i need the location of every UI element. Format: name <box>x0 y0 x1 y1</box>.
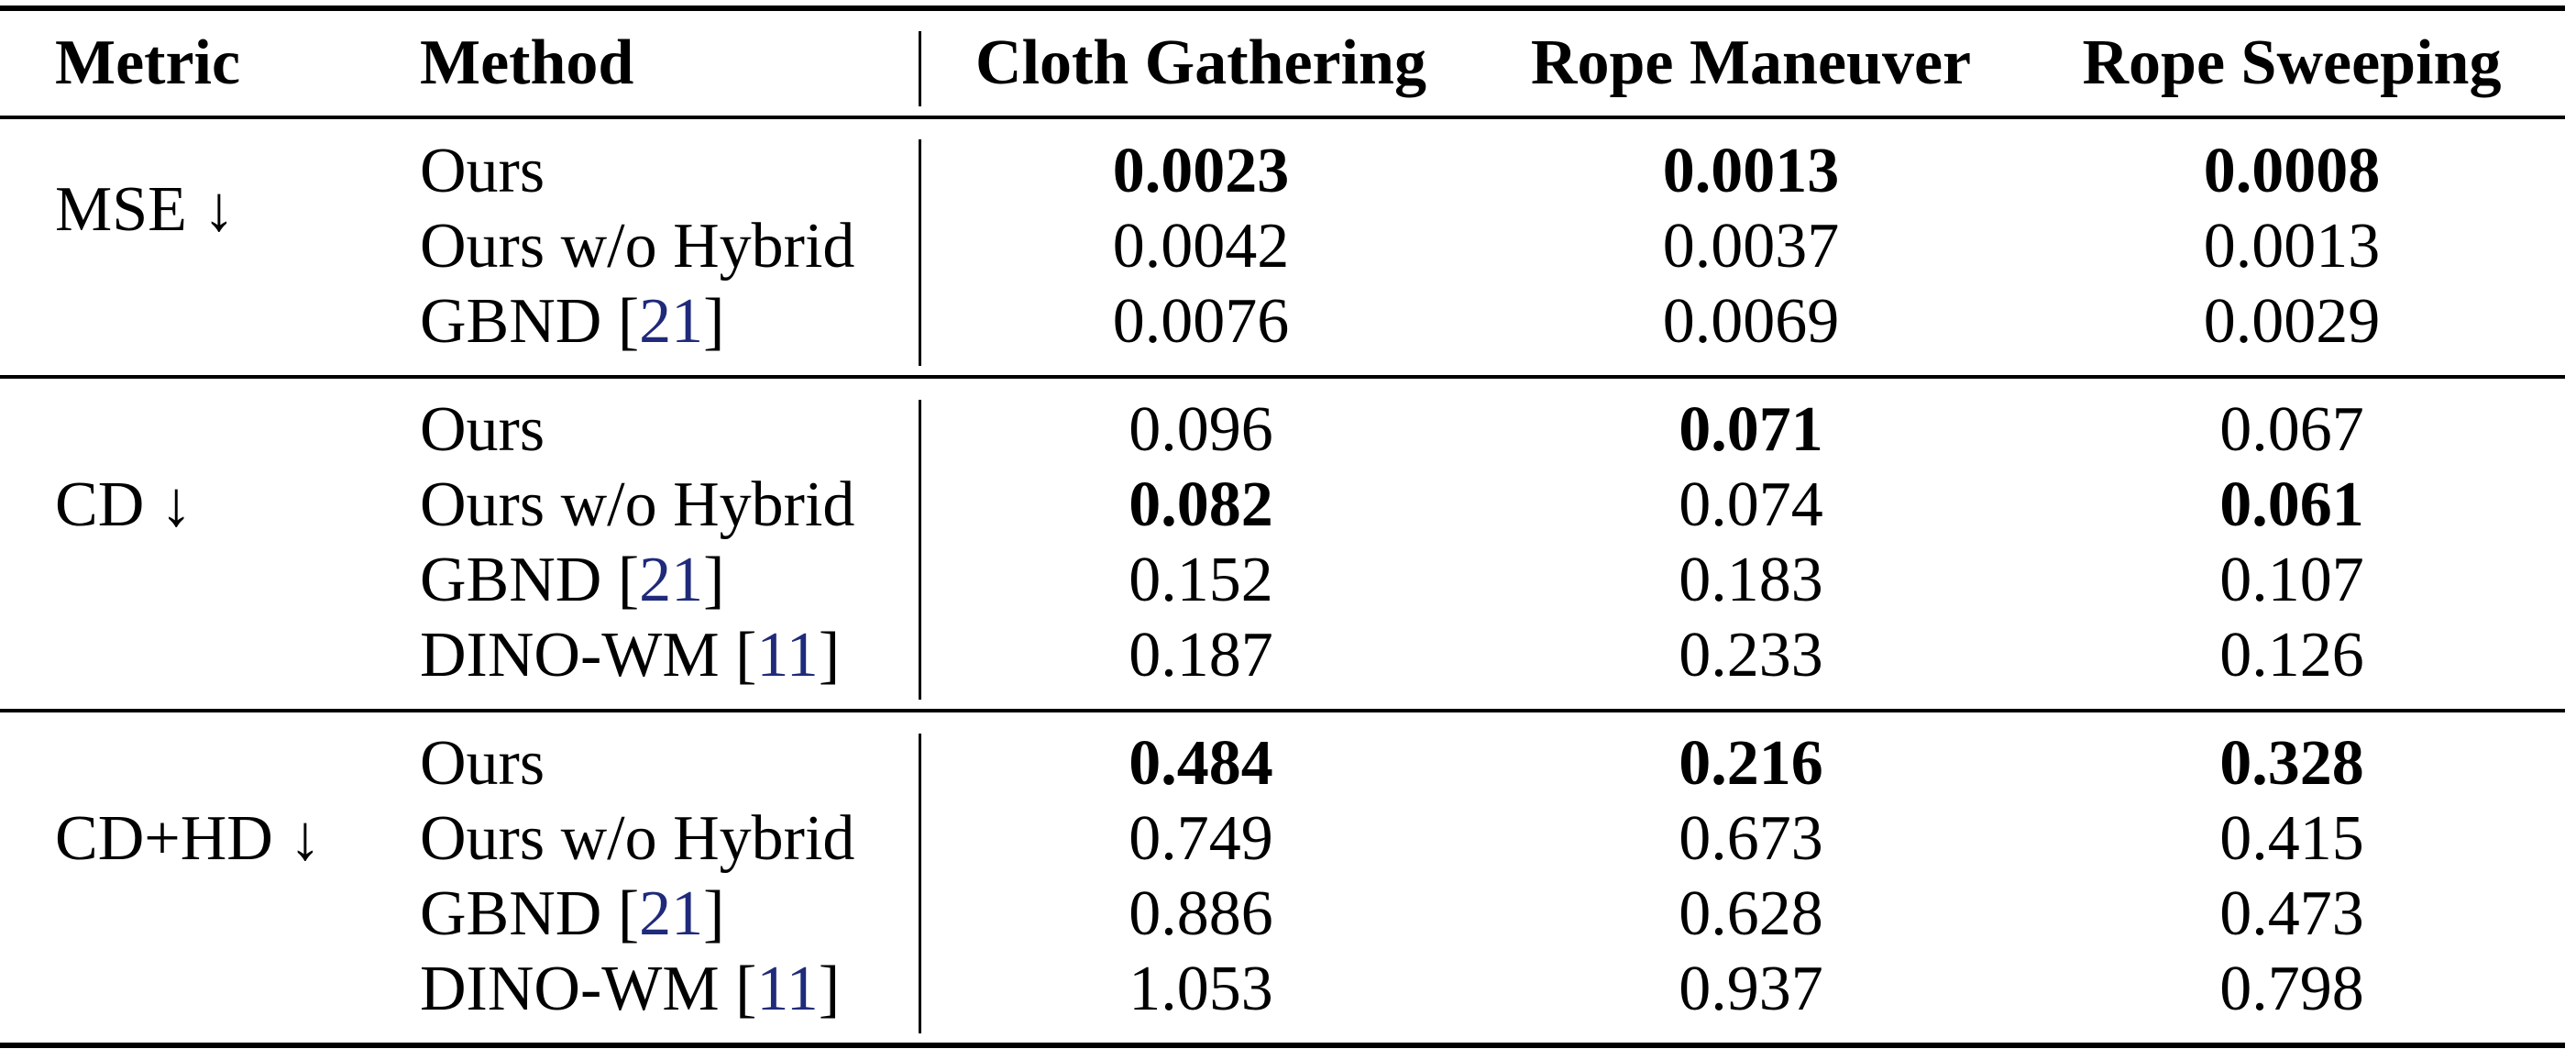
citation-link[interactable]: 11 <box>756 620 819 690</box>
method-name: Ours w/o Hybrid <box>420 801 854 877</box>
citation-bracket: ] <box>703 878 725 949</box>
header-rope-sweeping: Rope Sweeping <box>2082 28 2502 98</box>
table-cell: 0.0013 <box>1662 136 1840 206</box>
header-column-separator <box>919 31 921 106</box>
method-label: Ours w/o Hybrid <box>420 803 855 874</box>
citation-link[interactable]: 21 <box>639 545 704 615</box>
table-cell: 0.082 <box>1128 469 1273 540</box>
method-label: Ours <box>420 136 545 206</box>
method-label: GBND [ <box>420 878 640 949</box>
table-cell: 0.0037 <box>1662 211 1840 282</box>
table-cell: 0.0008 <box>2203 136 2381 206</box>
table-cell: 0.798 <box>2219 954 2364 1024</box>
method-label: Ours w/o Hybrid <box>420 469 855 540</box>
method-label: GBND [ <box>420 545 640 615</box>
table-cell: 0.0013 <box>2203 211 2381 282</box>
table-cell: 0.415 <box>2219 803 2364 874</box>
header-metric: Metric <box>55 28 241 98</box>
table-cell: 0.183 <box>1679 545 1823 615</box>
table-cell: 0.152 <box>1128 545 1273 615</box>
citation-link[interactable]: 21 <box>639 878 704 949</box>
top-rule <box>0 6 2565 11</box>
method-name: Ours w/o Hybrid <box>420 468 854 543</box>
table-cell: 0.328 <box>2219 728 2364 799</box>
table-cell: 0.749 <box>1128 803 1273 874</box>
group-1-column-separator <box>919 139 921 366</box>
citation-link[interactable]: 11 <box>756 954 819 1024</box>
method-label: Ours <box>420 728 545 799</box>
group-divider-2 <box>0 709 2565 712</box>
table-cell: 0.067 <box>2219 394 2364 465</box>
metric-label: CD+HD ↓ <box>55 803 322 874</box>
method-label: GBND [ <box>420 286 640 357</box>
citation-link[interactable]: 21 <box>639 286 704 357</box>
table-cell: 0.886 <box>1128 878 1273 949</box>
table-cell: 0.484 <box>1128 728 1273 799</box>
header-rule <box>0 116 2565 119</box>
citation-bracket: ] <box>703 545 725 615</box>
method-label: DINO-WM [ <box>420 954 757 1024</box>
table-cell: 0.0076 <box>1112 286 1290 357</box>
metric-label: CD ↓ <box>55 469 193 540</box>
method-name: Ours w/o Hybrid <box>420 209 854 284</box>
group-2-column-separator <box>919 400 921 700</box>
table-cell: 0.074 <box>1679 469 1823 540</box>
citation-bracket: ] <box>818 620 841 690</box>
group-divider-1 <box>0 375 2565 379</box>
metric-label: MSE ↓ <box>55 174 236 245</box>
method-name: Ours <box>420 726 545 801</box>
header-cloth-gathering: Cloth Gathering <box>975 28 1426 98</box>
method-label: Ours w/o Hybrid <box>420 211 855 282</box>
table-cell: 0.937 <box>1679 954 1823 1024</box>
table-cell: 0.061 <box>2219 469 2364 540</box>
table-cell: 0.673 <box>1679 803 1823 874</box>
method-name: GBND [21] <box>420 543 724 618</box>
table-cell: 0.126 <box>2219 620 2364 690</box>
method-name: DINO-WM [11] <box>420 618 840 693</box>
method-label: DINO-WM [ <box>420 620 757 690</box>
table-cell: 0.0069 <box>1662 286 1840 357</box>
method-name: GBND [21] <box>420 284 724 359</box>
citation-bracket: ] <box>818 954 841 1024</box>
method-name: GBND [21] <box>420 877 724 952</box>
table-cell: 0.0029 <box>2203 286 2381 357</box>
table-cell: 0.216 <box>1679 728 1823 799</box>
table-cell: 0.628 <box>1679 878 1823 949</box>
table-cell: 0.107 <box>2219 545 2364 615</box>
method-name: Ours <box>420 392 545 468</box>
table-cell: 0.096 <box>1128 394 1273 465</box>
header-method: Method <box>420 28 634 98</box>
table-cell: 0.0023 <box>1112 136 1290 206</box>
citation-bracket: ] <box>703 286 725 357</box>
header-rope-maneuver: Rope Maneuver <box>1530 28 1972 98</box>
table-cell: 1.053 <box>1128 954 1273 1024</box>
group-3-column-separator <box>919 734 921 1033</box>
table-cell: 0.071 <box>1679 394 1823 465</box>
table-cell: 0.473 <box>2219 878 2364 949</box>
table-cell: 0.233 <box>1679 620 1823 690</box>
bottom-rule <box>0 1043 2565 1048</box>
table-cell: 0.187 <box>1128 620 1273 690</box>
method-name: DINO-WM [11] <box>420 952 840 1027</box>
table-cell: 0.0042 <box>1112 211 1290 282</box>
method-label: Ours <box>420 394 545 465</box>
method-name: Ours <box>420 134 545 209</box>
